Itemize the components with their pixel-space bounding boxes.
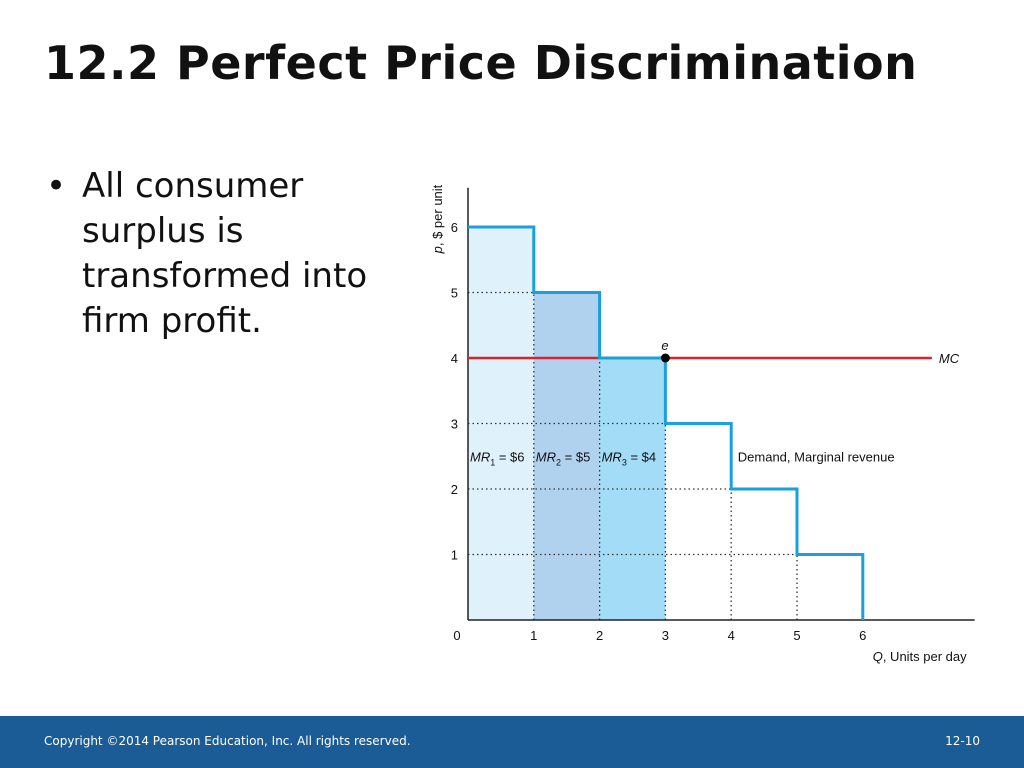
y-tick-label: 6 bbox=[451, 220, 458, 235]
x-tick-label: 6 bbox=[859, 628, 866, 643]
mr-label-1: MR1 = $6 bbox=[470, 449, 525, 467]
point-e-label: e bbox=[661, 338, 668, 353]
copyright-text: Copyright ©2014 Pearson Education, Inc. … bbox=[44, 734, 411, 748]
x-tick-label: 4 bbox=[728, 628, 735, 643]
mc-label: MC bbox=[939, 351, 960, 366]
demand-label: Demand, Marginal revenue bbox=[738, 449, 895, 464]
page-number: 12-10 bbox=[945, 734, 980, 748]
shaded-unit-2 bbox=[533, 292, 600, 620]
y-tick-label: 5 bbox=[451, 286, 458, 301]
y-tick-label: 4 bbox=[451, 351, 458, 366]
bullet-text: All consumer surplus is transformed into… bbox=[82, 166, 368, 341]
bullet-list: • All consumer surplus is transformed in… bbox=[44, 164, 404, 344]
bullet-item: • All consumer surplus is transformed in… bbox=[44, 164, 404, 344]
point-e bbox=[660, 353, 670, 363]
x-tick-label: 2 bbox=[596, 628, 603, 643]
shaded-unit-3 bbox=[599, 358, 666, 620]
mr-label-2: MR2 = $5 bbox=[536, 449, 591, 467]
x-tick-label: 5 bbox=[793, 628, 800, 643]
price-discrimination-chart: MC Demand, Marginal revenue e MR1 = $6 MR2 =… bbox=[430, 185, 975, 664]
slide-title: 12.2 Perfect Price Discrimination bbox=[44, 36, 918, 90]
y-tick-label: 3 bbox=[451, 417, 458, 432]
y-axis-label: p, $ per unit bbox=[430, 185, 445, 254]
bullet-symbol: • bbox=[46, 166, 67, 206]
mr-label-3: MR3 = $4 bbox=[602, 449, 657, 467]
x-axis-label: Q, Units per day bbox=[873, 649, 967, 664]
y-tick-label: 1 bbox=[451, 548, 458, 563]
demand-curve bbox=[468, 225, 865, 620]
x-tick-label: 1 bbox=[530, 628, 537, 643]
x-tick-label: 3 bbox=[662, 628, 669, 643]
footer-bar: Copyright ©2014 Pearson Education, Inc. … bbox=[0, 716, 1024, 768]
y-tick-label: 2 bbox=[451, 482, 458, 497]
x-tick-label: 0 bbox=[453, 628, 460, 643]
